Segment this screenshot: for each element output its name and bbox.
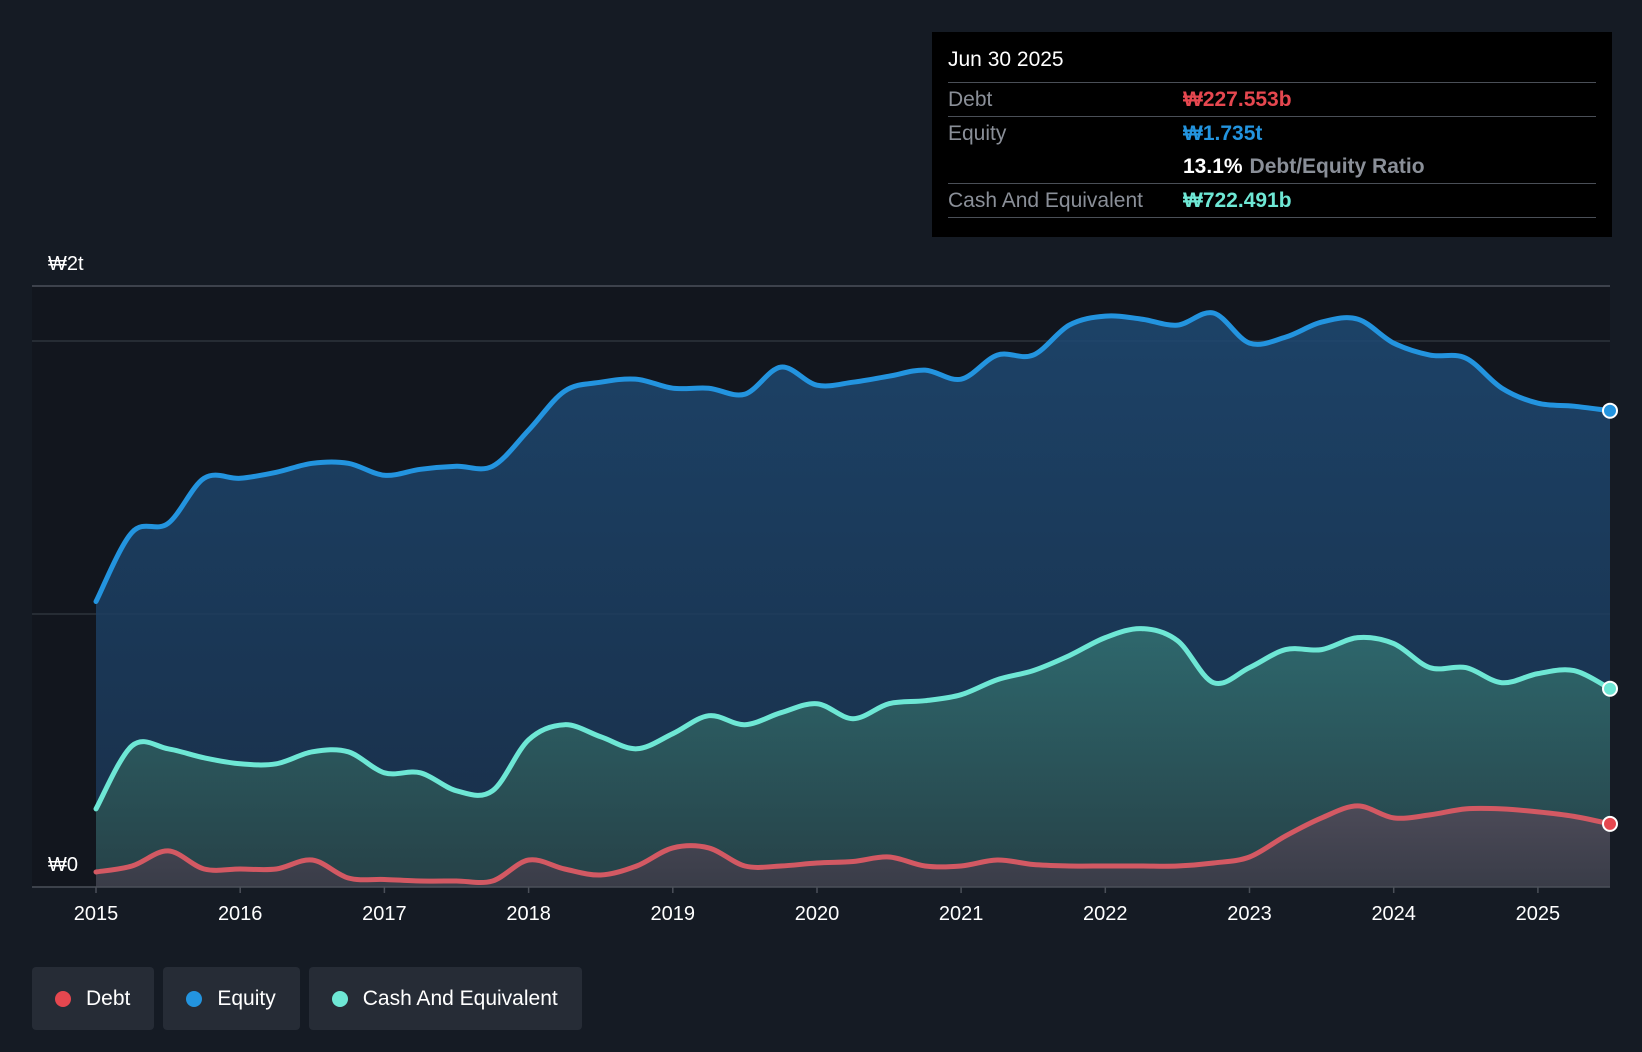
equity-end-marker [1602,402,1618,419]
legend: Debt Equity Cash And Equivalent [32,967,582,1030]
x-tick-label-2019: 2019 [651,903,696,925]
debt-area [96,805,1610,887]
x-axis: 2015 2016 2017 2018 2019 2020 2021 2022 2023 2024… [74,887,1560,925]
x-tick-label-2021: 2021 [939,903,984,925]
legend-equity-label: Equity [217,986,276,1010]
equity-line [93,310,1613,604]
tooltip-panel: Jun 30 2025 Debt ₩227.553b Equity ₩1.735… [932,32,1612,237]
tooltip-debt-value: ₩227.553b [1183,87,1292,111]
x-tick-label-2022: 2022 [1083,903,1128,925]
x-tick-label-2015: 2015 [74,903,119,925]
x-tick-label-2018: 2018 [506,903,551,925]
legend-cash-dot-icon [331,990,348,1007]
debt-end-marker [1602,815,1618,832]
x-tick-label-2023: 2023 [1227,903,1272,925]
end-markers [1602,402,1618,832]
tooltip-cash-value: ₩722.491b [1183,188,1292,212]
line-layer [93,310,1613,886]
cash-line [93,626,1613,812]
legend-equity-dot-icon [186,990,203,1007]
legend-cash-label: Cash And Equivalent [362,986,558,1010]
tooltip-equity-value: ₩1.735t [1183,121,1263,145]
tooltip-ratio-label: Debt/Equity Ratio [1249,154,1425,178]
legend-item-equity[interactable]: Equity [163,967,300,1030]
debt-line [93,803,1613,886]
tooltip-row-ratio: 13.1% Debt/Equity Ratio [948,150,1596,183]
tooltip-ratio-value: 13.1% [1183,154,1243,178]
legend-item-debt[interactable]: Debt [32,967,155,1030]
x-tick-label-2020: 2020 [795,903,840,925]
y-axis-top-label: ₩2t [48,253,84,275]
tooltip-row-cash: Cash And Equivalent ₩722.491b [948,183,1596,218]
tooltip-equity-label: Equity [948,121,1007,145]
cash-area [96,628,1610,887]
legend-debt-label: Debt [86,986,131,1010]
cash-end-marker [1602,680,1618,697]
x-tick-label-2016: 2016 [218,903,263,925]
x-tick-label-2025: 2025 [1516,903,1561,925]
tooltip-row-equity: Equity ₩1.735t [948,116,1596,150]
x-tick-label-2017: 2017 [362,903,407,925]
tooltip-cash-label: Cash And Equivalent [948,188,1143,212]
legend-debt-dot-icon [55,990,71,1007]
tooltip-row-debt: Debt ₩227.553b [948,82,1596,116]
area-layer [96,312,1610,888]
y-axis-bottom-label: ₩0 [48,854,78,876]
tooltip-debt-label: Debt [948,87,993,111]
legend-item-cash[interactable]: Cash And Equivalent [308,967,582,1030]
x-tick-label-2024: 2024 [1371,903,1416,925]
tooltip-date: Jun 30 2025 [948,48,1064,71]
